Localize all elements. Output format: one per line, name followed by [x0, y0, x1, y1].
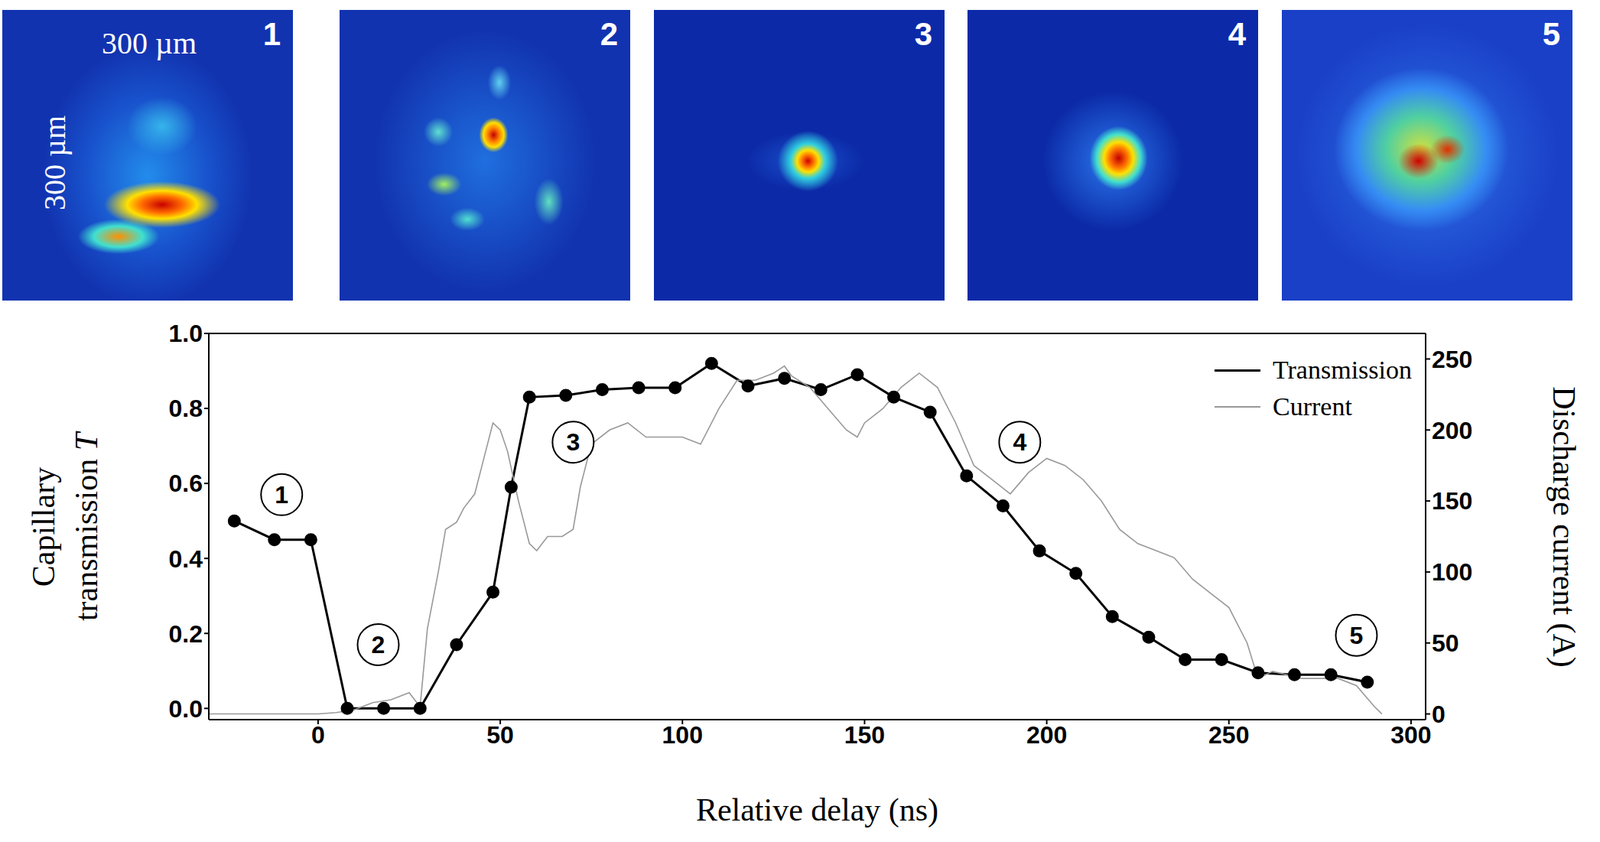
- svg-text:1: 1: [274, 481, 289, 509]
- svg-text:5: 5: [1349, 621, 1364, 650]
- svg-text:0.8: 0.8: [169, 394, 203, 423]
- svg-text:3: 3: [565, 428, 580, 456]
- html-text:Transmission: Transmission: [1272, 355, 1412, 384]
- svg-text:100: 100: [662, 721, 703, 749]
- html-text:3: 3: [914, 16, 933, 53]
- svg-text:4: 4: [1012, 428, 1027, 456]
- svg-text:200: 200: [1026, 721, 1067, 749]
- html-text:4: 4: [1227, 16, 1246, 53]
- svg-text:1.0: 1.0: [169, 319, 203, 348]
- svg-text:2: 2: [371, 630, 386, 659]
- svg-text:100: 100: [1431, 558, 1473, 586]
- svg-text:200: 200: [1431, 416, 1473, 445]
- svg-text:150: 150: [1431, 487, 1473, 515]
- svg-text:50: 50: [1431, 629, 1460, 657]
- html-text:300 µm: 300 µm: [101, 26, 197, 61]
- html-text:5: 5: [1542, 16, 1561, 53]
- html-text:transmission: transmission: [68, 450, 105, 621]
- svg-text:250: 250: [1431, 345, 1473, 374]
- html-text:Current: Current: [1272, 392, 1353, 421]
- svg-text:300: 300: [1390, 721, 1431, 749]
- html-text:Discharge current (A): Discharge current (A): [1546, 385, 1582, 668]
- svg-text:Relative delay (ns): Relative delay (ns): [695, 792, 939, 829]
- svg-text:0.0: 0.0: [169, 695, 203, 723]
- svg-text:0: 0: [311, 721, 326, 749]
- svg-text:50: 50: [486, 721, 514, 749]
- svg-text:0.6: 0.6: [169, 469, 203, 498]
- svg-text:0: 0: [1431, 700, 1446, 729]
- html-text:1: 1: [262, 16, 281, 53]
- svg-text:150: 150: [844, 721, 885, 749]
- svg-text:0.2: 0.2: [169, 620, 203, 648]
- html-text:300 µm: 300 µm: [37, 115, 72, 211]
- html-text:T: T: [68, 432, 105, 451]
- svg-text:0.4: 0.4: [169, 545, 204, 573]
- html-text:Capillary: Capillary: [26, 466, 62, 587]
- html-text:2: 2: [600, 16, 618, 53]
- svg-text:250: 250: [1208, 721, 1249, 749]
